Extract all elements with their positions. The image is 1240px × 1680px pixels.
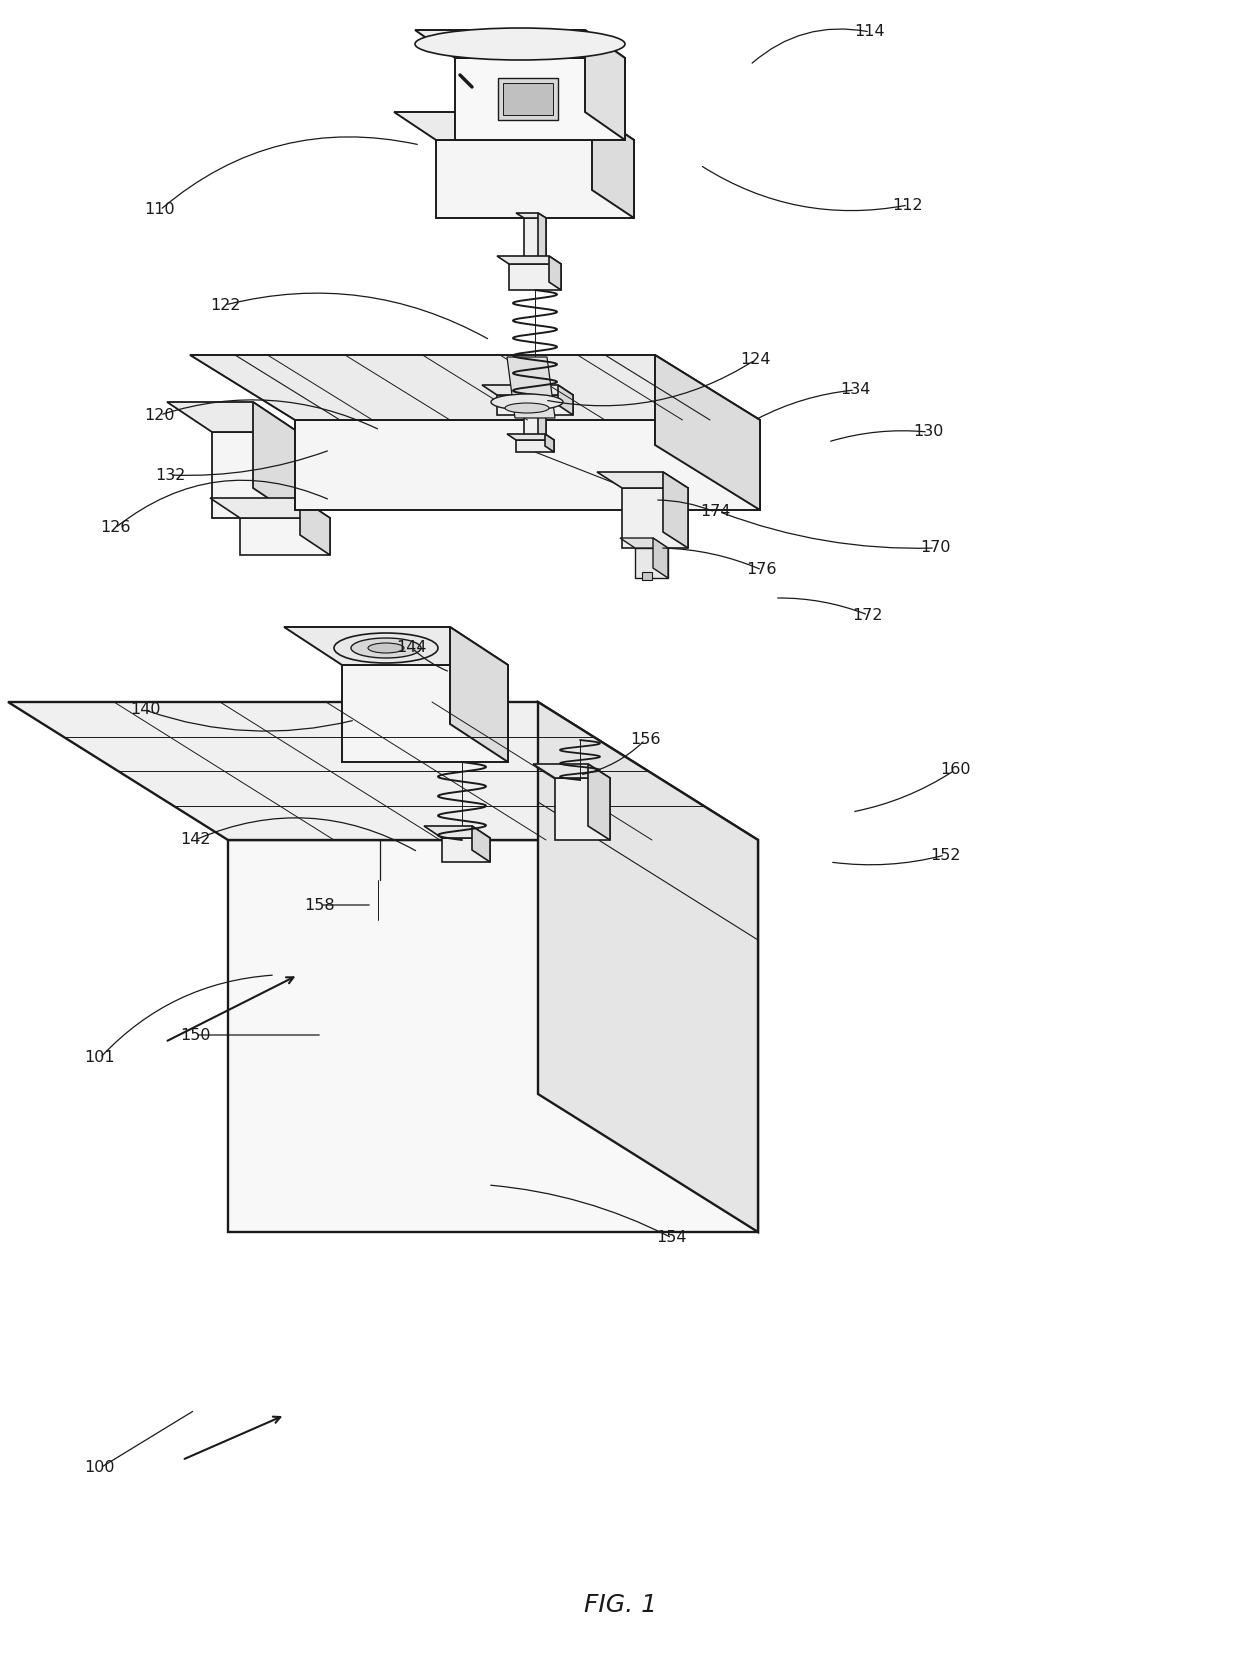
Polygon shape xyxy=(558,385,573,415)
Polygon shape xyxy=(642,571,652,580)
Polygon shape xyxy=(533,764,610,778)
Text: 156: 156 xyxy=(630,732,660,748)
Polygon shape xyxy=(450,627,508,763)
Polygon shape xyxy=(210,497,330,517)
Text: 154: 154 xyxy=(657,1230,687,1245)
Text: 100: 100 xyxy=(84,1460,115,1475)
Polygon shape xyxy=(342,665,508,763)
Polygon shape xyxy=(212,432,298,517)
Polygon shape xyxy=(507,356,556,418)
Text: 158: 158 xyxy=(305,897,335,912)
Text: 174: 174 xyxy=(699,504,730,519)
Polygon shape xyxy=(455,59,625,139)
Polygon shape xyxy=(663,472,688,548)
Polygon shape xyxy=(538,410,546,440)
Text: 170: 170 xyxy=(920,541,950,556)
Polygon shape xyxy=(507,433,554,440)
Ellipse shape xyxy=(334,633,438,664)
Text: 152: 152 xyxy=(930,847,960,862)
Text: 150: 150 xyxy=(180,1028,211,1043)
Polygon shape xyxy=(295,420,760,511)
Polygon shape xyxy=(516,213,546,218)
Polygon shape xyxy=(498,77,558,119)
Text: 160: 160 xyxy=(940,763,970,778)
Text: 101: 101 xyxy=(84,1050,115,1065)
Polygon shape xyxy=(635,548,668,578)
Polygon shape xyxy=(190,354,760,420)
Polygon shape xyxy=(253,402,298,517)
Polygon shape xyxy=(482,385,573,395)
Text: 140: 140 xyxy=(130,702,160,717)
Text: 124: 124 xyxy=(740,353,770,368)
Ellipse shape xyxy=(415,29,625,60)
Polygon shape xyxy=(653,538,668,578)
Polygon shape xyxy=(472,827,490,862)
Text: FIG. 1: FIG. 1 xyxy=(584,1593,656,1616)
Polygon shape xyxy=(167,402,298,432)
Text: 112: 112 xyxy=(893,198,924,212)
Text: 122: 122 xyxy=(210,297,241,312)
Polygon shape xyxy=(538,702,758,1231)
Polygon shape xyxy=(596,472,688,487)
Polygon shape xyxy=(7,702,758,840)
Polygon shape xyxy=(588,764,610,840)
Text: 126: 126 xyxy=(99,521,130,536)
Polygon shape xyxy=(284,627,508,665)
Text: 132: 132 xyxy=(155,467,185,482)
Polygon shape xyxy=(546,433,554,452)
Text: 142: 142 xyxy=(180,833,211,847)
Polygon shape xyxy=(655,354,760,511)
Ellipse shape xyxy=(491,395,563,410)
Polygon shape xyxy=(525,218,546,272)
Polygon shape xyxy=(538,213,546,272)
Polygon shape xyxy=(497,395,573,415)
Text: 114: 114 xyxy=(854,25,885,40)
Polygon shape xyxy=(620,538,668,548)
Text: 110: 110 xyxy=(145,203,175,217)
Text: 144: 144 xyxy=(397,640,428,655)
Polygon shape xyxy=(622,487,688,548)
Polygon shape xyxy=(508,264,560,291)
Ellipse shape xyxy=(351,638,422,659)
Polygon shape xyxy=(424,827,490,838)
Polygon shape xyxy=(503,82,553,114)
Polygon shape xyxy=(585,30,625,139)
Ellipse shape xyxy=(505,403,549,413)
Polygon shape xyxy=(516,410,546,415)
Polygon shape xyxy=(525,415,546,440)
Polygon shape xyxy=(516,440,554,452)
Text: 172: 172 xyxy=(853,608,883,623)
Polygon shape xyxy=(300,497,330,554)
Text: 120: 120 xyxy=(145,408,175,422)
Polygon shape xyxy=(441,838,490,862)
Polygon shape xyxy=(436,139,634,218)
Text: 176: 176 xyxy=(746,563,777,578)
Polygon shape xyxy=(394,113,634,139)
Polygon shape xyxy=(415,30,625,59)
Polygon shape xyxy=(591,113,634,218)
Text: 130: 130 xyxy=(913,425,944,440)
Ellipse shape xyxy=(368,643,404,654)
Polygon shape xyxy=(497,255,560,264)
Text: 134: 134 xyxy=(839,383,870,398)
Polygon shape xyxy=(549,255,560,291)
Polygon shape xyxy=(556,778,610,840)
Polygon shape xyxy=(228,840,758,1231)
Polygon shape xyxy=(241,517,330,554)
